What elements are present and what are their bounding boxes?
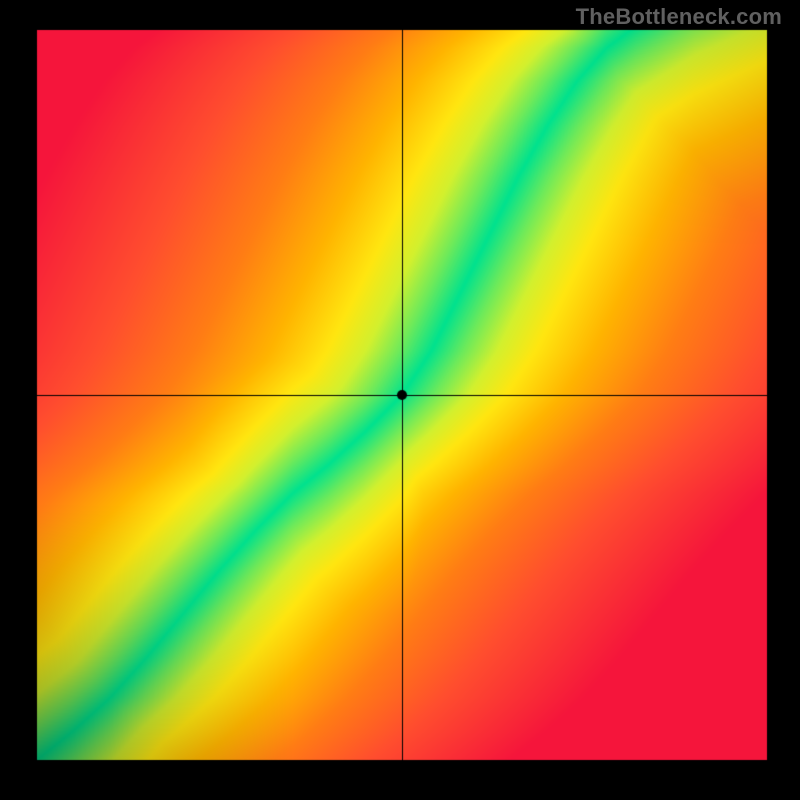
watermark-text: TheBottleneck.com: [576, 4, 782, 30]
bottleneck-heatmap: [0, 0, 800, 800]
chart-container: TheBottleneck.com: [0, 0, 800, 800]
